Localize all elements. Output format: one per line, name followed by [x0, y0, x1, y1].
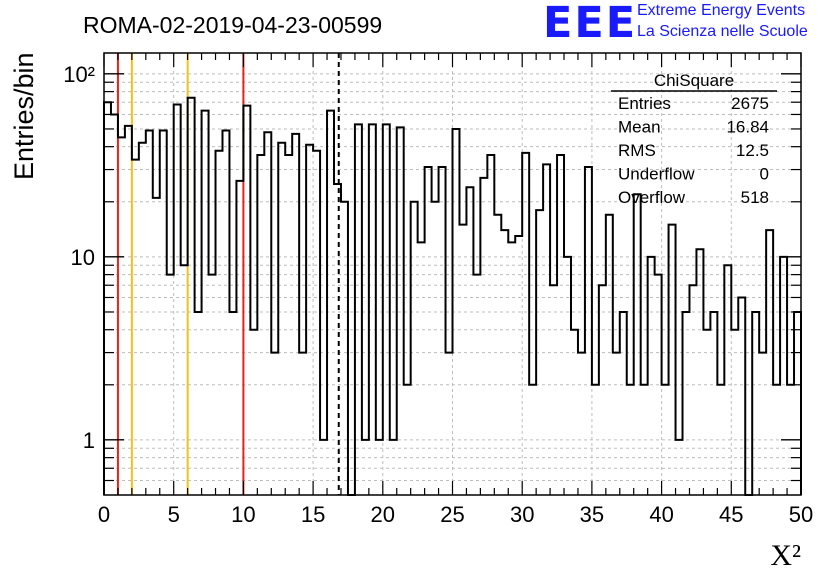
x-tick-label: 15 [301, 502, 325, 527]
y-tick-label: 10 [71, 245, 95, 270]
y-tick-label: 1 [83, 428, 95, 453]
axis-ticks [103, 53, 802, 495]
x-tick-label: 0 [98, 502, 110, 527]
x-tick-label: 30 [510, 502, 534, 527]
histogram-outline [103, 96, 802, 496]
x-tick-label: 40 [649, 502, 673, 527]
stats-row-value: 0 [760, 165, 769, 184]
x-tick-labels: 0 5 10 15 20 25 30 35 40 45 50 [98, 502, 813, 527]
x-tick-label: 50 [789, 502, 813, 527]
stats-row-label: RMS [618, 141, 656, 160]
x-axis-label: X² [770, 539, 801, 572]
stats-row-label: Underflow [618, 165, 695, 184]
y-tick-labels: 1 10 10² [63, 62, 95, 453]
y-axis-label: Entries/bin [9, 52, 39, 180]
stats-row-label: Mean [618, 118, 661, 137]
stats-box: ChiSquare Entries 2675 Mean 16.84 RMS 12.5 Und… [611, 71, 777, 207]
stats-row-label: Overflow [618, 188, 686, 207]
x-tick-label: 20 [371, 502, 395, 527]
stats-row-label: Entries [618, 94, 671, 113]
stats-row-value: 12.5 [736, 141, 769, 160]
eee-logo: EEE [543, 0, 638, 48]
x-tick-label: 25 [440, 502, 464, 527]
logo-line-2: La Scienza nelle Scuole [637, 23, 808, 40]
stats-row-value: 2675 [731, 94, 769, 113]
stats-row-value: 518 [741, 188, 769, 207]
x-tick-label: 35 [580, 502, 604, 527]
y-tick-label: 10² [63, 62, 95, 87]
x-tick-label: 10 [231, 502, 255, 527]
x-tick-label: 5 [168, 502, 180, 527]
logo-line-1: Extreme Energy Events [637, 2, 806, 19]
x-tick-label: 45 [719, 502, 743, 527]
stats-row-value: 16.84 [726, 118, 769, 137]
stats-title: ChiSquare [654, 71, 734, 90]
chart-title: ROMA-02-2019-04-23-00599 [83, 12, 382, 38]
